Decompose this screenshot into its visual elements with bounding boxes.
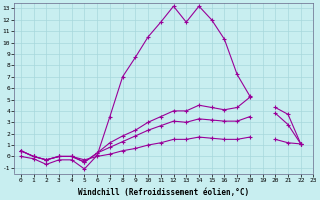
X-axis label: Windchill (Refroidissement éolien,°C): Windchill (Refroidissement éolien,°C) [78,188,250,197]
